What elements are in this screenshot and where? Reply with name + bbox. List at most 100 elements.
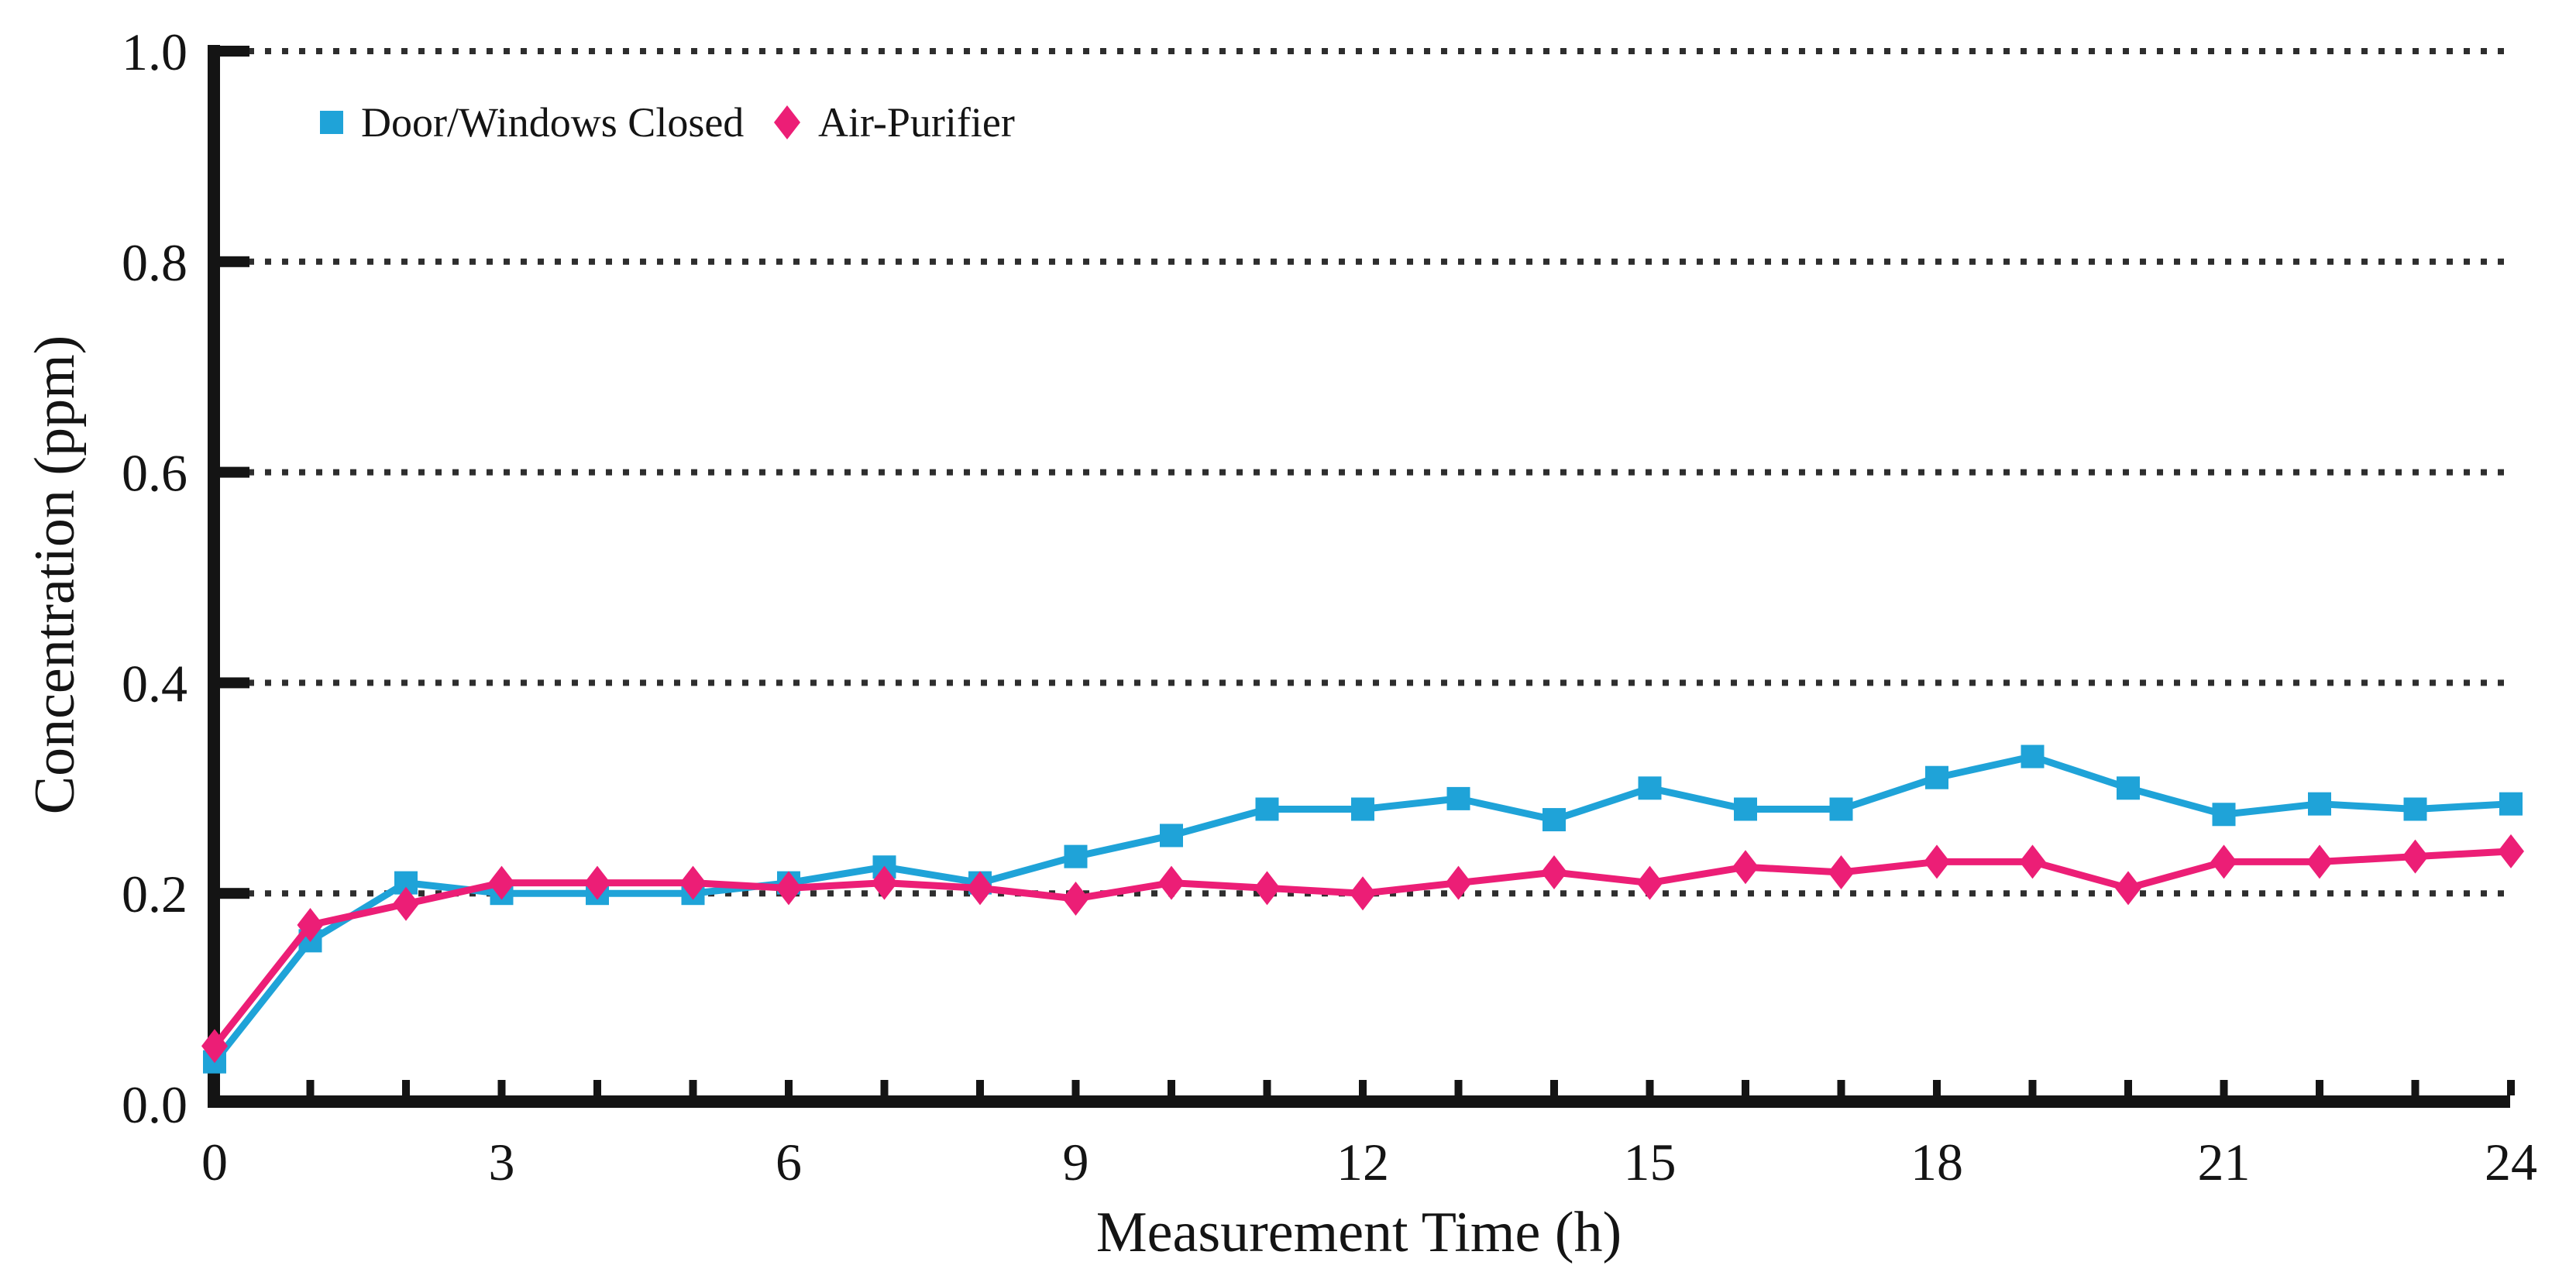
data-point-diamond-icon — [393, 886, 419, 921]
data-point-diamond-icon — [967, 871, 993, 906]
y-tick-label-0.0: 0.0 — [122, 1075, 187, 1134]
x-tick-1 — [306, 1080, 315, 1095]
data-point-square-icon — [2117, 776, 2140, 800]
y-tick-marks — [220, 46, 249, 899]
data-point-diamond-icon — [2402, 839, 2429, 874]
legend-label-door-windows-closed: Door/Windows Closed — [361, 99, 744, 146]
data-point-diamond-icon — [2306, 844, 2333, 879]
x-tick-12 — [1359, 1080, 1367, 1095]
data-point-square-icon — [2212, 803, 2236, 827]
data-point-diamond-icon — [1158, 865, 1185, 900]
x-tick-21 — [2220, 1080, 2228, 1095]
x-tick-label-18: 18 — [1911, 1133, 1963, 1191]
x-tick-9 — [1071, 1080, 1080, 1095]
y-tick-0.6 — [220, 466, 249, 478]
y-axis-title: Concentration (ppm) — [23, 335, 87, 815]
data-point-diamond-icon — [1350, 876, 1376, 911]
x-tick-11 — [1263, 1080, 1271, 1095]
x-tick-13 — [1454, 1080, 1463, 1095]
x-tick-label-9: 9 — [1063, 1133, 1089, 1191]
x-tick-10 — [1168, 1080, 1175, 1095]
y-tick-0.2 — [220, 888, 249, 899]
x-tick-22 — [2316, 1080, 2323, 1095]
x-tick-18 — [1933, 1080, 1941, 1095]
y-tick-label-0.2: 0.2 — [122, 865, 187, 923]
data-point-square-icon — [1064, 844, 1088, 868]
x-tick-marks — [306, 1080, 2515, 1095]
y-tick-label-0.6: 0.6 — [122, 444, 187, 503]
x-tick-label-24: 24 — [2485, 1133, 2537, 1191]
data-point-diamond-icon — [584, 865, 610, 900]
data-point-square-icon — [1160, 824, 1183, 848]
data-point-square-icon — [1351, 797, 1374, 821]
data-point-diamond-icon — [297, 907, 324, 942]
axes — [208, 45, 2510, 1108]
x-axis-line — [208, 1095, 2510, 1108]
data-point-diamond-icon — [2115, 871, 2141, 906]
data-point-diamond-icon — [1445, 865, 1472, 900]
y-tick-label-1.0: 1.0 — [122, 22, 187, 81]
series-layer — [201, 744, 2524, 1074]
x-tick-label-12: 12 — [1336, 1133, 1389, 1191]
data-point-diamond-icon — [1636, 865, 1663, 900]
data-point-square-icon — [1543, 808, 1566, 832]
x-tick-4 — [593, 1080, 601, 1095]
y-axis-line — [208, 45, 220, 1108]
x-tick-5 — [689, 1080, 697, 1095]
legend-label-air-purifier: Air-Purifier — [818, 99, 1015, 146]
data-point-diamond-icon — [1254, 871, 1281, 906]
x-tick-label-15: 15 — [1624, 1133, 1677, 1191]
data-point-square-icon — [1734, 797, 1757, 821]
x-tick-16 — [1742, 1080, 1749, 1095]
data-point-square-icon — [1829, 797, 1853, 821]
x-tick-6 — [785, 1080, 793, 1095]
data-point-square-icon — [2308, 792, 2331, 816]
y-tick-0.8 — [220, 256, 249, 267]
x-tick-label-3: 3 — [489, 1133, 515, 1191]
x-tick-3 — [497, 1080, 506, 1095]
x-tick-15 — [1646, 1080, 1654, 1095]
data-point-diamond-icon — [1062, 881, 1089, 916]
data-point-diamond-icon — [1924, 844, 1950, 879]
x-tick-19 — [2028, 1080, 2037, 1095]
y-tick-label-0.4: 0.4 — [122, 654, 187, 713]
x-tick-7 — [880, 1080, 889, 1095]
data-point-diamond-icon — [679, 865, 707, 900]
x-tick-labels: 0 3 6 9 12 15 18 21 24 — [201, 1133, 2537, 1191]
data-point-square-icon — [2403, 797, 2427, 821]
x-tick-17 — [1837, 1080, 1845, 1095]
data-point-diamond-icon — [776, 871, 802, 906]
data-point-diamond-icon — [871, 865, 898, 900]
legend-square-swatch-icon — [320, 111, 343, 134]
series-air-purifier — [201, 834, 2524, 1064]
data-point-square-icon — [1638, 776, 1662, 800]
x-tick-14 — [1550, 1080, 1558, 1095]
x-tick-label-6: 6 — [776, 1133, 802, 1191]
x-tick-20 — [2124, 1080, 2132, 1095]
data-point-square-icon — [1925, 765, 1948, 789]
data-point-diamond-icon — [488, 865, 515, 900]
data-point-diamond-icon — [1828, 855, 1855, 890]
x-axis-title: Measurement Time (h) — [1096, 1201, 1622, 1264]
x-tick-2 — [402, 1080, 410, 1095]
data-point-square-icon — [2499, 792, 2523, 816]
data-point-diamond-icon — [201, 1029, 228, 1064]
data-point-diamond-icon — [1732, 850, 1759, 885]
legend: Door/Windows Closed Air-Purifier — [320, 99, 1015, 146]
data-point-square-icon — [1255, 797, 1279, 821]
x-tick-label-21: 21 — [2198, 1133, 2251, 1191]
gridlines — [248, 48, 2510, 897]
x-tick-24 — [2507, 1080, 2515, 1095]
data-point-square-icon — [2021, 744, 2045, 769]
data-point-diamond-icon — [2019, 844, 2046, 879]
x-tick-8 — [976, 1080, 984, 1095]
y-tick-label-0.8: 0.8 — [122, 233, 187, 292]
x-tick-label-0: 0 — [201, 1133, 228, 1191]
y-tick-labels: 0.0 0.2 0.4 0.6 0.8 1.0 — [122, 22, 187, 1134]
y-tick-1 — [220, 46, 249, 57]
data-point-diamond-icon — [1541, 855, 1567, 890]
y-tick-0.4 — [220, 677, 249, 689]
legend-diamond-swatch-icon — [774, 105, 800, 139]
